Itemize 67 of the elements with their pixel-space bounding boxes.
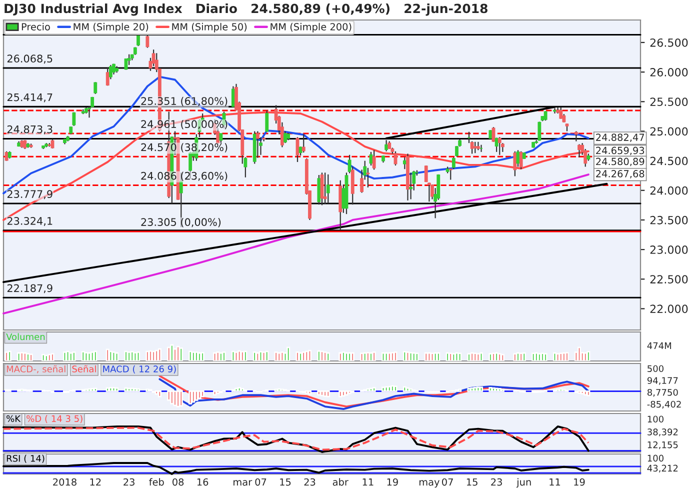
ref-line-label: 26.068,5 bbox=[7, 54, 52, 64]
x-tick-label: 19 bbox=[574, 478, 585, 486]
y-tick-label: 25.000 bbox=[650, 127, 688, 136]
text: -85,402 bbox=[647, 400, 681, 409]
x-tick-label: jun bbox=[516, 478, 531, 488]
legend-label: MM (Simple 20) bbox=[74, 22, 148, 32]
text: 12,155 bbox=[648, 441, 678, 450]
ref-line-label: 22.187,9 bbox=[7, 284, 52, 294]
text: 43,212 bbox=[647, 464, 678, 473]
x-tick-label: 12 bbox=[90, 478, 101, 486]
series-label: RSI ( 14) bbox=[6, 454, 44, 463]
annotation: 24.882,47 bbox=[596, 134, 644, 142]
x-tick-label: 23 bbox=[491, 478, 502, 486]
x-tick-label: abr bbox=[332, 478, 348, 486]
ref-line-label: 25.351 (61,80%) bbox=[141, 96, 228, 106]
series-label: Volumen bbox=[6, 333, 45, 340]
series-label: %K bbox=[6, 415, 21, 422]
ref-line-label: 24.961 (50,00%) bbox=[141, 120, 228, 130]
annotation: 24.267,68 bbox=[596, 170, 644, 178]
y-tick-label: 24.000 bbox=[650, 186, 688, 195]
y-tick-label: 23.000 bbox=[650, 246, 688, 254]
y-tick-label: 25.500 bbox=[650, 98, 688, 106]
ref-line-label: 25.414,7 bbox=[7, 93, 52, 102]
text: 100 bbox=[648, 454, 664, 462]
legend-label: MM (Simple 200) bbox=[270, 22, 352, 32]
x-tick-label: 23 bbox=[304, 478, 316, 486]
series-label: MACD ( 12 26 9) bbox=[103, 365, 176, 374]
x-tick-label: 07 bbox=[255, 478, 266, 486]
ref-line-label: 24.570 (38,20%) bbox=[141, 143, 228, 152]
x-tick-label: may bbox=[419, 480, 440, 488]
y-tick-label: 26.500 bbox=[650, 38, 688, 47]
text: 94,177 bbox=[647, 377, 678, 385]
x-tick-label: feb bbox=[149, 478, 164, 486]
x-tick-label: 15 bbox=[280, 478, 291, 486]
y-tick-label: 22.000 bbox=[650, 304, 688, 314]
ref-line-label: 24.873,3 bbox=[7, 125, 52, 134]
x-tick-label: 2018 bbox=[53, 478, 76, 486]
ref-line-label: 23.305 (0,00%) bbox=[141, 218, 221, 228]
text: 500 bbox=[648, 365, 664, 372]
x-tick-label: 19 bbox=[387, 478, 398, 486]
x-tick-label: 23 bbox=[124, 478, 134, 486]
x-tick-label: 15 bbox=[466, 478, 478, 486]
x-tick-label: 11 bbox=[362, 478, 374, 486]
annotation: 24.580,89 bbox=[596, 158, 644, 166]
ref-line-label: 24.086 (23,60%) bbox=[141, 172, 228, 182]
series-label: MACD-, señal bbox=[6, 365, 66, 374]
text: Señal bbox=[72, 365, 96, 372]
text: 38,392 bbox=[648, 428, 678, 436]
chart-title: DJ30 Industrial Avg Index Diario 24.580,89 (+0,49%) 22-jun-2018 bbox=[4, 4, 488, 16]
ref-line-label: 23.777,9 bbox=[7, 190, 52, 200]
ref-line-label: 23.324,1 bbox=[7, 217, 52, 226]
x-tick-label: mar bbox=[234, 480, 252, 486]
y-tick-label: 22.500 bbox=[650, 275, 688, 284]
annotation: 24.659,93 bbox=[596, 146, 644, 156]
text: 474M bbox=[647, 342, 672, 349]
y-tick-label: 24.500 bbox=[650, 156, 688, 166]
text: 100 bbox=[648, 416, 664, 423]
x-tick-label: 11 bbox=[550, 478, 560, 486]
legend-label: MM (Simple 50) bbox=[172, 22, 247, 32]
x-tick-label: 07 bbox=[442, 478, 453, 486]
series-label: %D ( 14 3 5) bbox=[26, 415, 82, 424]
x-tick-label: 08 bbox=[172, 478, 184, 486]
y-tick-label: 23.500 bbox=[650, 216, 688, 224]
text: 8,7750 bbox=[647, 388, 678, 397]
y-tick-label: 26.000 bbox=[650, 68, 688, 76]
legend-label: Precio bbox=[22, 22, 50, 30]
x-tick-label: 16 bbox=[197, 478, 208, 486]
